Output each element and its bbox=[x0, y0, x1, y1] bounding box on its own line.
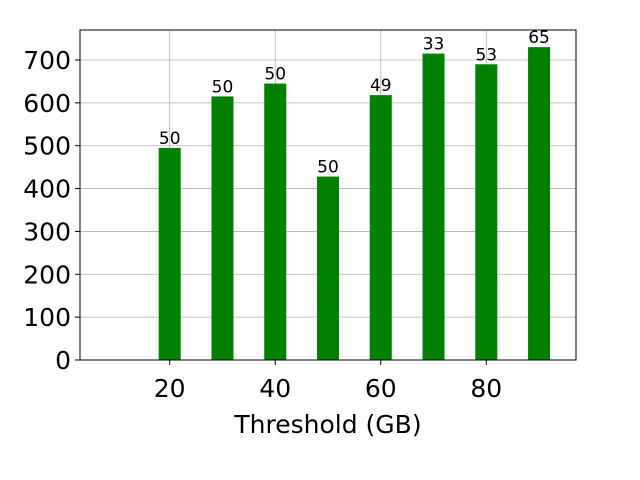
bar bbox=[158, 147, 181, 360]
bar-value-label: 49 bbox=[370, 76, 392, 96]
bar-value-label: 50 bbox=[317, 158, 339, 178]
bar-value-label: 33 bbox=[423, 35, 445, 55]
bar bbox=[317, 176, 339, 360]
bars bbox=[158, 47, 551, 361]
x-tick-label: 40 bbox=[259, 374, 291, 403]
y-axis-ticks: 0 100 200 300 400 500 600 700 bbox=[23, 46, 80, 375]
x-axis-title: Threshold (GB) bbox=[233, 410, 421, 439]
bar bbox=[475, 64, 498, 361]
y-tick-label: 500 bbox=[23, 132, 71, 161]
x-axis-ticks: 20 40 60 80 bbox=[154, 360, 502, 403]
y-tick-label: 0 bbox=[55, 346, 71, 375]
y-tick-label: 700 bbox=[23, 46, 71, 75]
y-tick-label: 600 bbox=[23, 89, 71, 118]
y-tick-label: 200 bbox=[23, 260, 71, 289]
y-tick-label: 300 bbox=[23, 217, 71, 246]
bar-value-label: 65 bbox=[528, 28, 550, 48]
bar-labels: 50 50 50 50 49 33 53 65 bbox=[159, 28, 550, 177]
bar bbox=[264, 83, 287, 361]
bar bbox=[211, 96, 234, 360]
bar-value-label: 50 bbox=[212, 77, 234, 97]
y-tick-label: 100 bbox=[23, 303, 71, 332]
bar bbox=[422, 53, 445, 360]
x-tick-label: 20 bbox=[154, 374, 186, 403]
bar-value-label: 50 bbox=[264, 65, 286, 85]
x-tick-label: 80 bbox=[470, 374, 502, 403]
bar bbox=[528, 47, 551, 361]
y-tick-label: 400 bbox=[23, 175, 71, 204]
bar bbox=[369, 95, 392, 361]
x-tick-label: 60 bbox=[365, 374, 397, 403]
plot-frame bbox=[79, 29, 577, 361]
bar-value-label: 53 bbox=[475, 45, 497, 65]
bar-value-label: 50 bbox=[159, 129, 181, 149]
